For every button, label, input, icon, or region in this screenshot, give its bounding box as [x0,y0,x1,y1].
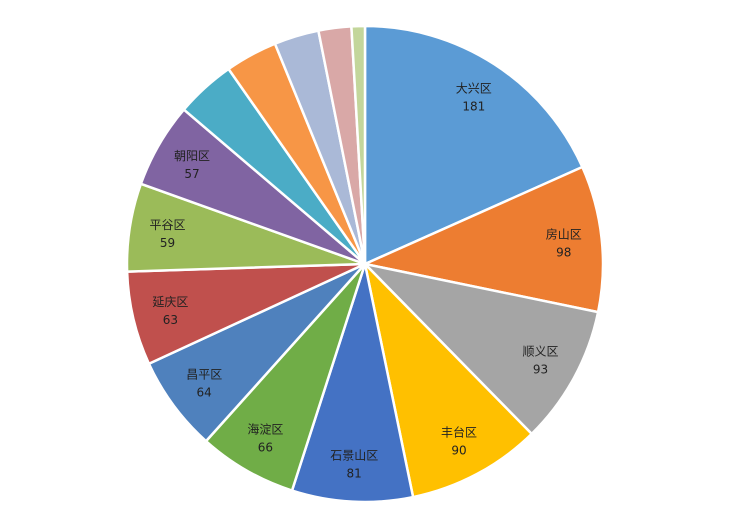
pie-labels: 大兴区 181 房山区 98 顺义区 93 丰台区 90 石景山区 81 海淀区 66 昌平区 64 延庆区… [149,81,581,480]
slice-category-label: 延庆区 [152,295,188,309]
slice-category-label: 房山区 [546,226,582,241]
slice-value-label: 66 [258,440,273,454]
pie-slice [361,261,600,436]
slice-value-label: 57 [184,167,199,181]
slice-category-label: 丰台区 [441,424,477,439]
slice-value-label: 63 [163,313,178,327]
pie-slices [125,24,605,504]
slice-value-label: 59 [160,236,175,250]
slice-category-label: 石景山区 [330,449,378,463]
slice-category-label: 顺义区 [522,345,558,359]
slice-category-label: 平谷区 [149,218,185,232]
slice-category-label: 昌平区 [186,368,222,382]
slice-category-label: 海淀区 [247,421,283,436]
slice-category-label: 大兴区 [456,81,492,95]
slice-value-label: 181 [462,99,485,113]
pie-slice [350,24,367,265]
slice-category-label: 朝阳区 [174,149,210,163]
slice-value-label: 64 [197,386,212,400]
slice-value-label: 98 [556,245,571,259]
pie-slice [363,24,584,266]
slice-value-label: 81 [347,467,362,481]
slice-value-label: 90 [451,443,466,457]
pie-slice [362,260,534,499]
pie-slice [290,259,415,504]
slice-value-label: 93 [533,363,548,377]
